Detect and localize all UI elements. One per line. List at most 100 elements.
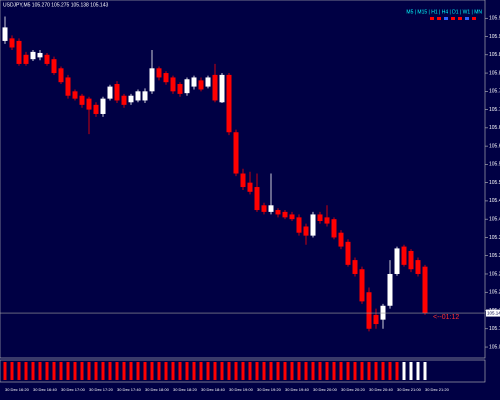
price-label: 105.143 (487, 310, 500, 315)
y-tick-label: 105.25 (489, 271, 500, 277)
signal-bar (17, 362, 21, 380)
signal-bar (395, 362, 399, 380)
candle-body (37, 52, 43, 58)
signal-bar (164, 362, 168, 380)
candle-body (240, 173, 246, 188)
y-tick-label: 105.30 (489, 253, 500, 259)
signal-bar (80, 362, 84, 380)
signal-bar (192, 362, 196, 380)
signal-bar (73, 362, 77, 380)
x-tick-label: 30 Dec 19:40 (285, 387, 310, 392)
candle-body (156, 68, 162, 78)
signal-bar (52, 362, 56, 380)
y-tick-label: 105.45 (489, 198, 500, 204)
signal-bar (388, 362, 392, 380)
candle-body (177, 84, 183, 94)
candle-body (380, 305, 386, 320)
signal-bar (423, 362, 427, 380)
signal-bar (360, 362, 364, 380)
candle-body (86, 98, 92, 110)
chart-title: USDJPY,M5 105.270 105.275 105.138 105.14… (3, 2, 108, 8)
y-tick-label: 105.80 (489, 70, 500, 76)
x-tick-label: 30 Dec 20:00 (313, 387, 338, 392)
candle-body (366, 292, 372, 329)
candle-body (415, 260, 421, 274)
signal-bar (276, 362, 280, 380)
timeframe-boxes (430, 17, 476, 20)
y-tick-label: 105.50 (489, 180, 500, 186)
candle-body (72, 91, 78, 99)
candle-body (65, 77, 71, 96)
x-tick-label: 30 Dec 17:00 (61, 387, 86, 392)
signal-bar (269, 362, 273, 380)
y-tick-label: 105.55 (489, 162, 500, 168)
signal-bar (248, 362, 252, 380)
candle-body (310, 214, 316, 236)
countdown: <--01:12 (433, 314, 459, 321)
x-tick-label: 30 Dec 21:20 (425, 387, 450, 392)
candle-body (128, 95, 134, 103)
candle-body (408, 250, 414, 270)
x-tick-label: 30 Dec 16:40 (33, 387, 58, 392)
y-tick-label: 105.70 (489, 107, 500, 113)
signal-bar (416, 362, 420, 380)
y-tick-label: 105.05 (489, 344, 500, 350)
candle-body (170, 77, 176, 92)
candle-body (30, 51, 36, 60)
signal-bar (178, 362, 182, 380)
signal-bar (171, 362, 175, 380)
candle-body (289, 214, 295, 220)
signal-bar (136, 362, 140, 380)
indicator-frame (0, 359, 486, 383)
candle-body (191, 77, 197, 87)
candle-body (142, 91, 148, 101)
candle-body (121, 95, 127, 105)
candle-body (247, 182, 253, 192)
candle-body (401, 246, 407, 265)
y-tick-label: 105.85 (489, 52, 500, 58)
signal-bar (45, 362, 49, 380)
signal-bar (227, 362, 231, 380)
signal-bar (346, 362, 350, 380)
signal-bar (402, 362, 406, 380)
signal-bar (87, 362, 91, 380)
candle-body (338, 232, 344, 247)
signal-bar (66, 362, 70, 380)
x-tick-label: 30 Dec 17:20 (89, 387, 114, 392)
candle-body (135, 91, 141, 101)
signal-bar (157, 362, 161, 380)
x-tick-label: 30 Dec 17:40 (117, 387, 142, 392)
x-tick-label: 30 Dec 18:40 (201, 387, 226, 392)
signal-bar (304, 362, 308, 380)
signal-bar (185, 362, 189, 380)
candle-body (219, 74, 225, 103)
main-frame (0, 0, 486, 359)
candle-body (303, 226, 309, 236)
x-tick-label: 30 Dec 20:40 (369, 387, 394, 392)
signal-bar (24, 362, 28, 380)
candle-body (261, 205, 267, 212)
signal-bar (311, 362, 315, 380)
signal-bar (122, 362, 126, 380)
candle-body (51, 59, 57, 74)
timeframe-bar[interactable]: M5 | M15 | H1 | H4 | D1 | W1 | MN (406, 9, 482, 15)
signal-bar (199, 362, 203, 380)
price-label-box (486, 309, 500, 317)
signal-bar (206, 362, 210, 380)
candle-body (93, 104, 99, 114)
candle-body (352, 260, 358, 274)
signal-bar (220, 362, 224, 380)
signal-bar (255, 362, 259, 380)
candle-body (331, 219, 337, 238)
signal-bar (339, 362, 343, 380)
x-tick-label: 30 Dec 19:00 (229, 387, 254, 392)
signal-bar (108, 362, 112, 380)
signal-bar (234, 362, 238, 380)
signal-bar (38, 362, 42, 380)
signal-bar (283, 362, 287, 380)
candle-body (23, 54, 29, 64)
candle-body (198, 80, 204, 90)
candle-body (205, 77, 211, 87)
candle-body (394, 248, 400, 274)
